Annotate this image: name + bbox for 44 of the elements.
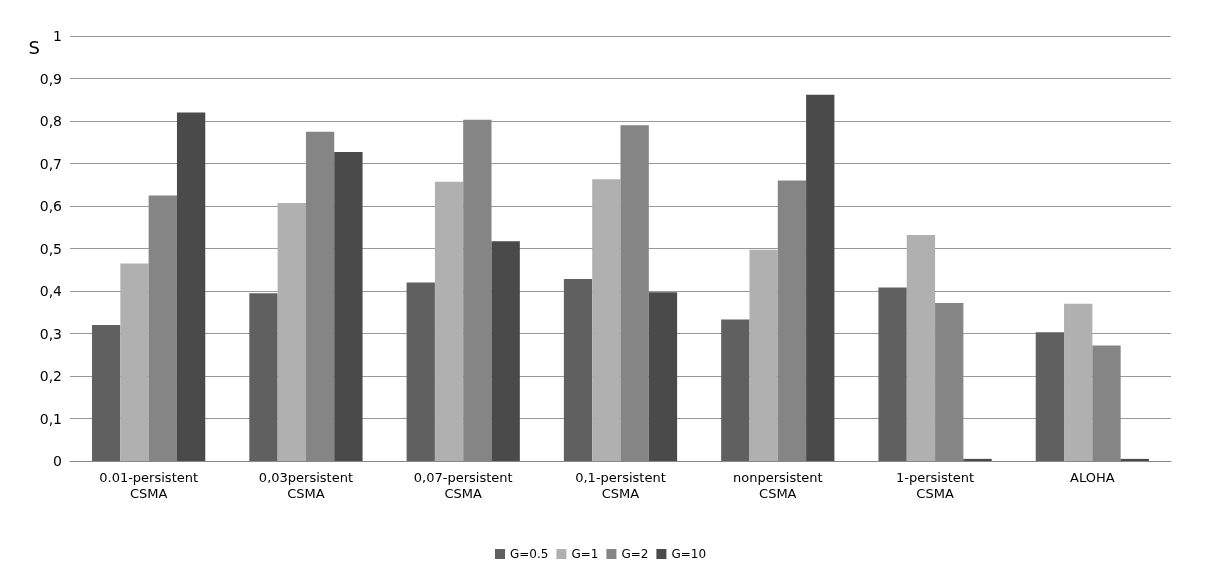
bar	[277, 203, 306, 461]
x-tick-label: 0,03persistent CSMA	[258, 469, 353, 501]
bar	[1120, 458, 1149, 461]
bar	[176, 112, 206, 461]
bar	[563, 279, 593, 461]
bar	[491, 241, 520, 461]
y-tick-label: 0,5	[39, 240, 62, 257]
bar	[434, 181, 464, 461]
legend-label: G=10	[671, 547, 707, 561]
bar	[406, 282, 435, 461]
x-tick-label: 1-persistent CSMA	[895, 469, 975, 501]
bar	[963, 458, 992, 461]
y-tick-label: 0,1	[39, 410, 62, 427]
bar	[806, 94, 835, 461]
bar	[749, 249, 778, 461]
bar	[592, 179, 621, 461]
y-tick-label: 0,4	[39, 283, 63, 299]
x-tick-label: 0.01-persistent CSMA	[99, 469, 199, 501]
x-tick-label: nonpersistent CSMA	[732, 469, 823, 501]
bar	[721, 319, 750, 461]
y-tick-label: 0,7	[39, 155, 62, 172]
y-tick-label: 0,3	[39, 325, 62, 342]
bar	[906, 234, 936, 461]
bar	[92, 325, 121, 461]
y-axis-title: S	[28, 36, 40, 58]
y-tick-label: 0,6	[39, 198, 63, 214]
bar	[1035, 332, 1065, 461]
bar	[120, 263, 149, 461]
y-tick-label: 1	[53, 28, 62, 44]
x-tick-label: ALOHA	[1070, 469, 1115, 485]
y-tick-label: 0,2	[39, 368, 62, 384]
bar	[334, 152, 363, 461]
legend-label: G=2	[621, 547, 649, 561]
y-tick-label: 0,9	[39, 70, 62, 87]
bar	[648, 292, 678, 461]
bar	[249, 293, 278, 461]
bar	[1064, 303, 1093, 461]
y-tick-label: 0,8	[39, 113, 62, 129]
bar	[878, 287, 907, 461]
y-tick-label: 0	[53, 453, 62, 469]
x-tick-label: 0,07-persistent CSMA	[413, 469, 513, 501]
x-tick-label: 0,1-persistent CSMA	[575, 469, 666, 501]
legend-label: G=0.5	[509, 547, 549, 561]
legend-label: G=1	[571, 547, 599, 561]
